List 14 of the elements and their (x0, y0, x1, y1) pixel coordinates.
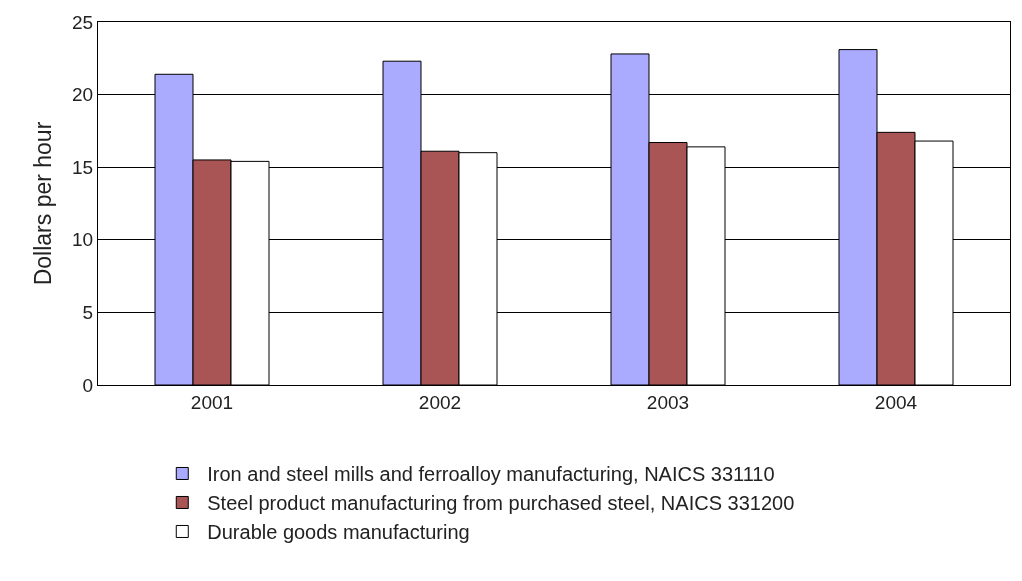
y-tick-label: 0 (82, 374, 94, 396)
y-axis-title: Dollars per hour (29, 121, 56, 286)
x-tick-label: 2001 (190, 391, 234, 413)
y-tick-label: 25 (72, 11, 94, 33)
legend-label: Steel product manufacturing from purchased steel, NAICS 331200 (207, 492, 795, 515)
y-tick-label: 15 (72, 156, 94, 178)
legend-label: Durable goods manufacturing (207, 521, 470, 544)
y-tick-label: 20 (72, 84, 94, 106)
x-tick-label: 2003 (646, 391, 690, 413)
y-tick-label: 5 (82, 302, 94, 324)
legend-label: Iron and steel mills and ferroalloy manufacturing, NAICS 331110 (207, 463, 775, 486)
x-tick-label: 2002 (418, 391, 462, 413)
y-tick-label: 10 (72, 229, 94, 251)
x-tick-label: 2004 (874, 391, 918, 413)
